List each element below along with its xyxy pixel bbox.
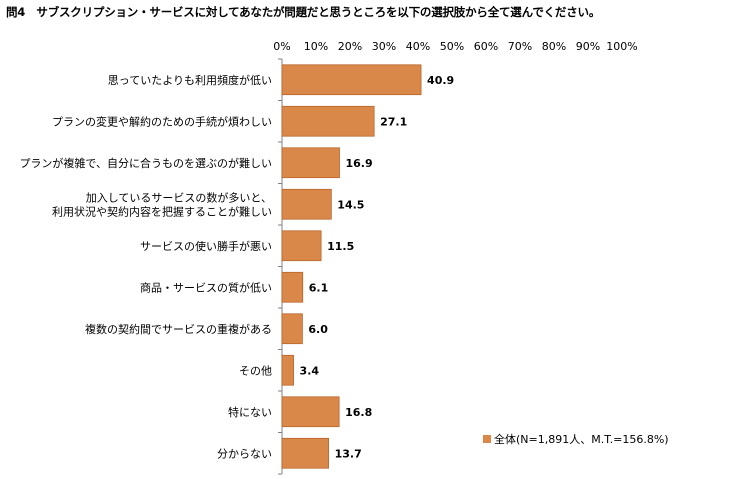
x-tick-label: 100% xyxy=(606,40,637,53)
value-label: 3.4 xyxy=(300,364,320,377)
category-label: 思っていたよりも利用頻度が低い xyxy=(108,73,272,87)
value-label: 16.9 xyxy=(345,157,372,170)
x-tick-label: 0% xyxy=(273,40,290,53)
x-tick-label: 20% xyxy=(338,40,362,53)
x-tick-label: 80% xyxy=(542,40,566,53)
bar xyxy=(281,396,340,428)
question-title: 問4 サブスクリプション・サービスに対してあなたが問題だと思うところを以下の選択… xyxy=(6,5,601,19)
legend-swatch xyxy=(483,435,491,443)
category-label: 分からない xyxy=(217,447,272,460)
bar xyxy=(281,105,375,137)
value-label: 13.7 xyxy=(335,447,362,460)
x-tick-label: 30% xyxy=(372,40,396,53)
bar xyxy=(281,230,322,262)
bar xyxy=(281,147,340,179)
bar xyxy=(281,271,304,303)
category-label: 加入しているサービスの数が多いと、 xyxy=(86,190,272,204)
value-label: 27.1 xyxy=(380,115,407,128)
value-label: 14.5 xyxy=(337,198,364,211)
value-label: 16.8 xyxy=(345,406,372,419)
value-label: 6.1 xyxy=(309,281,329,294)
category-label: その他 xyxy=(239,364,272,377)
category-label: 商品・サービスの質が低い xyxy=(140,280,272,294)
bar xyxy=(281,437,329,469)
category-label: プランの変更や解約のための手続が煩わしい xyxy=(52,114,272,128)
x-tick-label: 90% xyxy=(576,40,600,53)
x-tick-label: 40% xyxy=(406,40,430,53)
value-label: 6.0 xyxy=(308,323,328,336)
x-tick-label: 60% xyxy=(474,40,498,53)
category-label: サービスの使い勝手が悪い xyxy=(140,239,272,253)
value-label: 40.9 xyxy=(427,74,454,87)
category-label: 複数の契約間でサービスの重複がある xyxy=(85,322,272,336)
x-tick-label: 10% xyxy=(304,40,328,53)
value-label: 11.5 xyxy=(327,240,354,253)
bar xyxy=(281,354,294,386)
bar xyxy=(281,64,422,96)
legend-label: 全体(N=1,891人、M.T.=156.8%) xyxy=(494,433,669,446)
legend: 全体(N=1,891人、M.T.=156.8%) xyxy=(483,431,669,447)
category-label: 特にない xyxy=(228,405,272,419)
x-tick-label: 70% xyxy=(508,40,532,53)
bar xyxy=(281,313,303,345)
x-tick-label: 50% xyxy=(440,40,464,53)
category-label: 利用状況や契約内容を把握することが難しい xyxy=(52,204,272,218)
bar xyxy=(281,188,332,220)
category-label: プランが複雑で、自分に合うものを選ぶのが難しい xyxy=(19,156,272,170)
